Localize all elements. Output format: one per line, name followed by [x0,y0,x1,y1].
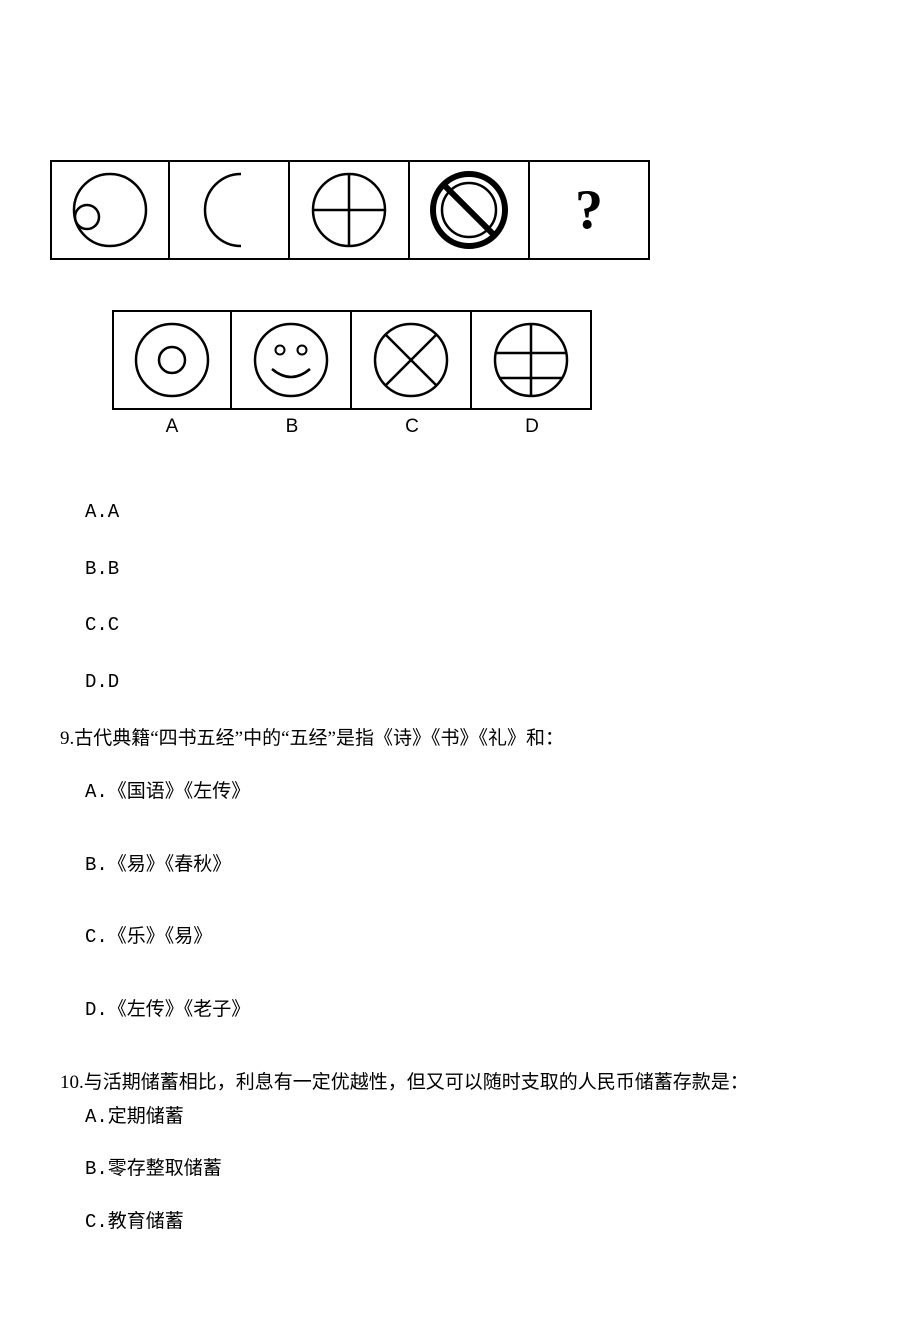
answer-cell-a [112,310,232,410]
puzzle-cell-5: ? [530,160,650,260]
circle-grid-icon [488,317,574,403]
q8-option-c: C.C [85,611,870,640]
q9-option-c: C.《乐》《易》 [85,923,870,952]
answer-wrap-d: D [472,310,592,438]
circle-small-left-icon [67,167,153,253]
donut-icon [129,317,215,403]
answer-cell-d [472,310,592,410]
puzzle-cell-3 [290,160,410,260]
answer-cell-c [352,310,472,410]
q9-stem: 9.古代典籍“四书五经”中的“五经”是指《诗》《书》《礼》和： [50,724,870,754]
page-content: ? A B [0,0,920,1320]
puzzle-question-row: ? [50,160,870,260]
answer-wrap-a: A [112,310,232,438]
circle-x-icon [368,317,454,403]
question-mark-icon: ? [575,178,603,242]
q9-option-a: A.《国语》《左传》 [85,778,870,807]
q9-option-d: D.《左传》《老子》 [85,996,870,1025]
circle-plus-icon [306,167,392,253]
q8-option-a: A.A [85,498,870,527]
answer-wrap-b: B [232,310,352,438]
puzzle-cell-2 [170,160,290,260]
q10-option-a: A.定期储蓄 [85,1103,870,1132]
no-sign-icon [426,167,512,253]
q8-option-b: B.B [85,555,870,584]
answer-wrap-c: C [352,310,472,438]
answer-cell-b [232,310,352,410]
answer-label-a: A [166,416,179,438]
answer-label-c: C [405,416,419,438]
q8-options: A.A B.B C.C D.D [50,498,870,696]
puzzle-cell-4 [410,160,530,260]
q8-option-d: D.D [85,668,870,697]
answer-label-d: D [525,416,539,438]
puzzle-answer-row: A B C [112,310,870,438]
q9-option-b: B.《易》《春秋》 [85,851,870,880]
q10-stem: 10.与活期储蓄相比，利息有一定优越性，但又可以随时支取的人民币储蓄存款是： [50,1068,870,1098]
puzzle-cell-1 [50,160,170,260]
q10-option-c: C.教育储蓄 [85,1208,870,1237]
q10-options: A.定期储蓄 B.零存整取储蓄 C.教育储蓄 [50,1103,870,1237]
crescent-icon [186,167,272,253]
q9-options: A.《国语》《左传》 B.《易》《春秋》 C.《乐》《易》 D.《左传》《老子》 [50,778,870,1024]
q10-option-b: B.零存整取储蓄 [85,1155,870,1184]
q10-block: 10.与活期储蓄相比，利息有一定优越性，但又可以随时支取的人民币储蓄存款是： A… [50,1068,870,1236]
smiley-icon [248,317,334,403]
answer-label-b: B [286,416,299,438]
